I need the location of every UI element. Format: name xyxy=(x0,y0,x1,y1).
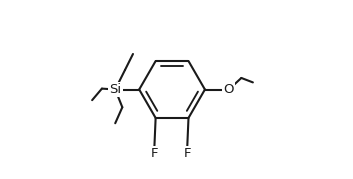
Text: Si: Si xyxy=(109,83,121,96)
Text: F: F xyxy=(184,147,191,160)
Text: F: F xyxy=(150,147,158,160)
Text: O: O xyxy=(224,83,234,96)
